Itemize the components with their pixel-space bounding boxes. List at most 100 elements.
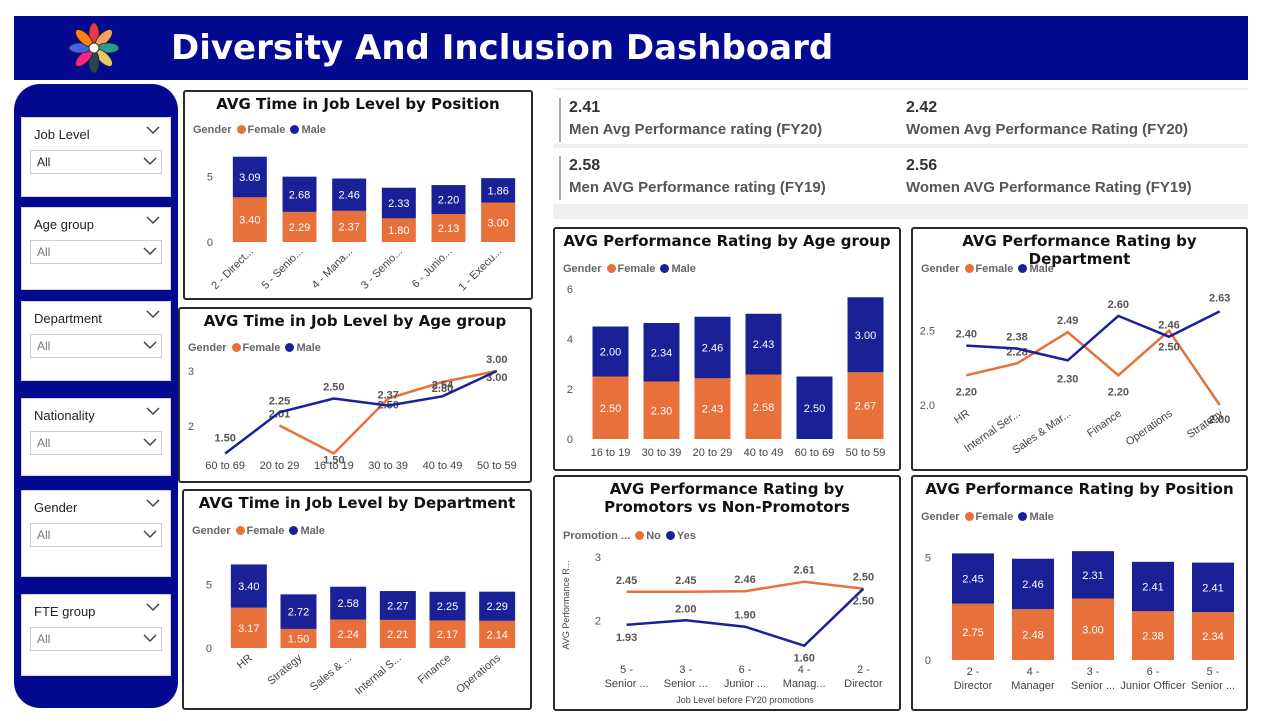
x-tick-label: 40 to 49 xyxy=(423,460,463,472)
slicer-label: Department xyxy=(34,311,102,326)
y-tick-label: 2 xyxy=(567,384,573,396)
y-tick-label: 5 xyxy=(206,579,212,591)
kpi-value: 2.41 xyxy=(569,99,601,116)
chart-legend: Gender Female Male xyxy=(192,525,325,537)
legend-no-dot-icon xyxy=(635,531,645,540)
kpi-label: Men AVG Performance rating (FY19) xyxy=(569,179,826,196)
legend-female-label[interactable]: Female xyxy=(617,263,656,275)
y-tick-label: 0 xyxy=(206,643,212,655)
x-tick-label: 20 to 29 xyxy=(693,447,733,459)
data-label: 1.80 xyxy=(388,225,409,237)
x-tick-label: HR xyxy=(952,408,972,427)
data-label: 2.80 xyxy=(432,383,453,395)
x-tick-label: Manag... xyxy=(783,678,826,690)
chevron-down-icon[interactable] xyxy=(146,498,160,508)
chevron-down-icon[interactable] xyxy=(146,602,160,612)
legend-male-label[interactable]: Male xyxy=(1029,511,1054,523)
legend-male-label[interactable]: Male xyxy=(1029,263,1054,275)
y-tick-label: 3 xyxy=(595,552,601,564)
data-label: 2.46 xyxy=(1158,320,1179,332)
legend-male-dot-icon xyxy=(660,264,670,273)
x-axis-title: Job Level before FY20 promotions xyxy=(676,695,814,705)
slicer-value: All xyxy=(37,632,51,646)
data-label: 2.37 xyxy=(338,221,359,233)
x-tick-label: 30 to 39 xyxy=(368,460,408,472)
legend-male-label[interactable]: Male xyxy=(300,525,325,537)
chevron-down-icon[interactable] xyxy=(146,125,160,135)
bar-male xyxy=(431,185,466,215)
bar-female xyxy=(431,214,466,242)
data-label: 2.45 xyxy=(675,575,696,587)
legend-female-label[interactable]: Female xyxy=(247,124,286,136)
data-label: 2.25 xyxy=(437,601,458,613)
legend-female-label[interactable]: Female xyxy=(242,342,281,354)
legend-female-label[interactable]: Female xyxy=(975,511,1014,523)
chart-legend: Gender Female Male xyxy=(921,263,1054,275)
kpi-accent-bar xyxy=(559,98,561,142)
data-label: 2.50 xyxy=(1158,342,1179,354)
data-label: 2.63 xyxy=(1209,292,1230,304)
data-label: 2.46 xyxy=(734,574,755,586)
chevron-down-icon[interactable] xyxy=(146,215,160,225)
data-label: 1.60 xyxy=(793,653,814,665)
legend-male-label[interactable]: Male xyxy=(296,342,321,354)
legend-male-dot-icon xyxy=(1018,264,1028,273)
bar-female xyxy=(1132,611,1174,660)
kpi-row: 2.41 Men Avg Performance rating (FY20) 2… xyxy=(553,90,1248,144)
data-label: 1.86 xyxy=(487,185,508,197)
data-label: 2.46 xyxy=(702,343,723,355)
slicer-value: All xyxy=(37,436,51,450)
bar-male xyxy=(280,594,317,629)
legend-title: Gender xyxy=(192,525,231,537)
legend-female-dot-icon xyxy=(964,512,974,521)
bar-female xyxy=(479,620,516,648)
y-tick-label: 0 xyxy=(567,434,573,446)
slicer-dropdown[interactable]: All xyxy=(30,240,162,264)
x-tick-label: 4 - xyxy=(1027,666,1040,678)
slicer-dropdown[interactable]: All xyxy=(30,334,162,358)
data-label: 2.45 xyxy=(962,574,983,586)
bar-male xyxy=(1072,551,1114,599)
legend-male-label[interactable]: Male xyxy=(671,263,696,275)
data-label: 2.50 xyxy=(853,596,874,608)
data-label: 2.25 xyxy=(269,395,290,407)
bar-male xyxy=(952,553,994,604)
line-chart: 2.02.52.202.282.492.202.502.002.40 2.382.… xyxy=(920,292,1231,456)
bar-male xyxy=(481,178,516,203)
x-tick-label: 3 - xyxy=(679,664,692,676)
data-label: 2.50 xyxy=(323,382,344,394)
kpi-row: 2.58 Men AVG Performance rating (FY19) 2… xyxy=(553,148,1248,204)
legend-title: Gender xyxy=(921,511,960,523)
data-label: 2.30 xyxy=(651,405,672,417)
legend-female-label[interactable]: Female xyxy=(975,263,1014,275)
slicer-dropdown[interactable]: All xyxy=(30,627,162,651)
data-label: 2.00 xyxy=(600,347,621,359)
chart-title: AVG Performance Rating by Position xyxy=(925,480,1234,498)
data-label: 2.17 xyxy=(437,629,458,641)
data-label: 2.21 xyxy=(387,629,408,641)
legend-yes-label[interactable]: Yes xyxy=(676,530,696,542)
x-tick-label: 6 - xyxy=(1147,666,1160,678)
slicer-age-group: Age group All xyxy=(21,207,171,290)
data-label: 3.00 xyxy=(486,354,507,366)
legend-female-label[interactable]: Female xyxy=(246,525,285,537)
chevron-down-icon[interactable] xyxy=(146,406,160,416)
legend-no-label[interactable]: No xyxy=(646,530,661,542)
slicer-dropdown[interactable]: All xyxy=(30,523,162,547)
dashboard-title: Diversity And Inclusion Dashboard xyxy=(171,28,834,68)
bar-male xyxy=(592,326,629,377)
x-tick-label: 30 to 39 xyxy=(642,447,682,459)
legend-male-label[interactable]: Male xyxy=(301,124,326,136)
data-label: 2.29 xyxy=(486,601,507,613)
legend-yes-dot-icon xyxy=(665,531,675,540)
slicer-dropdown[interactable]: All xyxy=(30,150,162,174)
y-tick-label: 6 xyxy=(567,284,573,296)
x-tick-label: 3 - Senio... xyxy=(359,246,405,292)
x-tick-label: Junior Officer xyxy=(1120,680,1186,692)
chart-title: AVG Time in Job Level by Department xyxy=(198,494,516,512)
slicer-dropdown[interactable]: All xyxy=(30,431,162,455)
data-label: 2.50 xyxy=(853,572,874,584)
chevron-down-icon[interactable] xyxy=(146,309,160,319)
data-label: 2.72 xyxy=(288,607,309,619)
series-line-male xyxy=(224,369,498,455)
